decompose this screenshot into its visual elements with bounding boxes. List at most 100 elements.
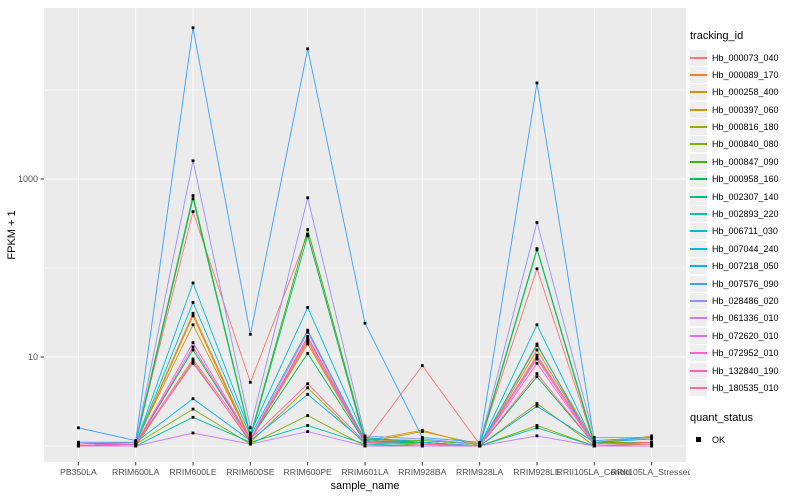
data-point — [306, 386, 310, 390]
data-point — [306, 228, 310, 232]
data-point — [306, 234, 310, 238]
legend-item-Hb_061336_010: Hb_061336_010 — [690, 310, 798, 327]
data-point — [363, 435, 367, 439]
data-point — [306, 430, 310, 434]
data-point — [420, 442, 424, 446]
legend-item-ok: OK — [690, 431, 798, 448]
legend-item-label: Hb_007576_090 — [712, 278, 779, 289]
legend-key-line-icon — [690, 171, 707, 188]
data-point — [191, 281, 195, 285]
legend-key-line-icon — [690, 119, 707, 136]
legend-item-label: Hb_000397_060 — [712, 104, 779, 115]
legend-key-line-icon — [690, 84, 707, 101]
legend-item-label: Hb_002307_140 — [712, 191, 779, 202]
data-point — [191, 159, 195, 163]
data-point — [306, 232, 310, 236]
legend-item-Hb_072620_010: Hb_072620_010 — [690, 327, 798, 344]
data-point — [306, 424, 310, 427]
quant-status-legend: quant_status OK — [690, 412, 798, 448]
data-point — [478, 440, 482, 444]
legend-key-line-icon — [690, 327, 707, 344]
data-point — [248, 439, 252, 442]
data-point — [191, 415, 195, 419]
legend-item-Hb_000847_090: Hb_000847_090 — [690, 153, 798, 170]
legend-item-Hb_000258_400: Hb_000258_400 — [690, 84, 798, 101]
x-tick-label: RRIM928BA — [398, 467, 446, 477]
data-point — [134, 439, 138, 442]
x-tick-label: RRIM928LE — [513, 467, 561, 477]
x-tick-label: RRIM600SE — [226, 467, 274, 477]
ok-point-icon — [690, 432, 707, 448]
legend-item-label: Hb_028486_020 — [712, 295, 779, 306]
legend-key-line-icon — [690, 379, 707, 396]
legend-title-quant-status: quant_status — [690, 412, 753, 425]
legend-panel: tracking_id Hb_000073_040 Hb_000089_170 Hb… — [690, 30, 798, 449]
legend-item-label: OK — [712, 434, 726, 445]
data-point — [248, 434, 252, 438]
legend-item-Hb_000397_060: Hb_000397_060 — [690, 101, 798, 118]
data-point — [248, 431, 252, 435]
legend-item-label: Hb_006711_030 — [712, 226, 778, 237]
x-tick-label: RRIM600PE — [284, 467, 332, 477]
data-point — [535, 248, 539, 252]
data-point — [191, 407, 195, 411]
data-point — [535, 344, 539, 347]
data-point — [248, 437, 252, 441]
x-tick-label: RRII105LA_Control — [557, 467, 632, 477]
data-point — [76, 442, 80, 446]
data-point — [248, 380, 252, 384]
legend-key-line-icon — [690, 136, 707, 153]
legend-key-line-icon — [690, 362, 707, 379]
data-point — [248, 435, 252, 439]
data-point — [306, 382, 310, 386]
data-point — [650, 444, 654, 448]
data-point — [535, 348, 539, 352]
data-point — [306, 342, 310, 346]
data-point — [650, 434, 654, 438]
legend-item-label: Hb_000258_400 — [712, 87, 779, 98]
data-point — [191, 301, 195, 304]
data-point — [248, 332, 252, 336]
data-point — [248, 442, 252, 446]
data-point — [535, 355, 539, 359]
legend-entries: Hb_000073_040 Hb_000089_170 Hb_000258_400 H… — [690, 49, 798, 396]
data-point — [535, 424, 539, 427]
legend-item-label: Hb_002893_220 — [712, 209, 779, 220]
data-point — [306, 392, 310, 396]
data-point — [191, 341, 195, 345]
data-point — [420, 435, 424, 439]
legend-item-label: Hb_000816_180 — [712, 122, 779, 133]
data-point — [191, 323, 195, 327]
x-tick-label: RRIM600LA — [112, 467, 160, 477]
data-point — [248, 426, 252, 430]
data-point — [535, 375, 539, 379]
legend-item-Hb_000073_040: Hb_000073_040 — [690, 49, 798, 66]
data-point — [592, 439, 596, 442]
legend-item-label: Hb_000073_040 — [712, 52, 779, 63]
legend-item-Hb_000089_170: Hb_000089_170 — [690, 66, 798, 83]
data-point — [191, 348, 195, 352]
legend-key-line-icon — [690, 345, 707, 362]
legend-item-Hb_072952_010: Hb_072952_010 — [690, 345, 798, 362]
data-point — [650, 437, 654, 441]
data-point — [535, 402, 539, 405]
legend-key-line-icon — [690, 292, 707, 309]
y-tick-label: 10 — [28, 352, 38, 362]
data-point — [306, 351, 310, 355]
legend-item-Hb_007576_090: Hb_007576_090 — [690, 275, 798, 292]
legend-key-line-icon — [690, 49, 707, 66]
data-point — [363, 321, 367, 325]
legend-key-line-icon — [690, 240, 707, 257]
legend-item-label: Hb_007044_240 — [712, 243, 779, 254]
data-point — [592, 442, 596, 446]
legend-item-label: Hb_180535_010 — [712, 382, 779, 393]
data-point — [592, 440, 596, 444]
data-point — [420, 430, 424, 434]
data-point — [420, 439, 424, 442]
x-tick-label: PB350LA — [60, 467, 97, 477]
legend-key-line-icon — [690, 310, 707, 327]
legend-key-line-icon — [690, 188, 707, 205]
data-point — [306, 47, 310, 51]
data-point — [363, 437, 367, 441]
